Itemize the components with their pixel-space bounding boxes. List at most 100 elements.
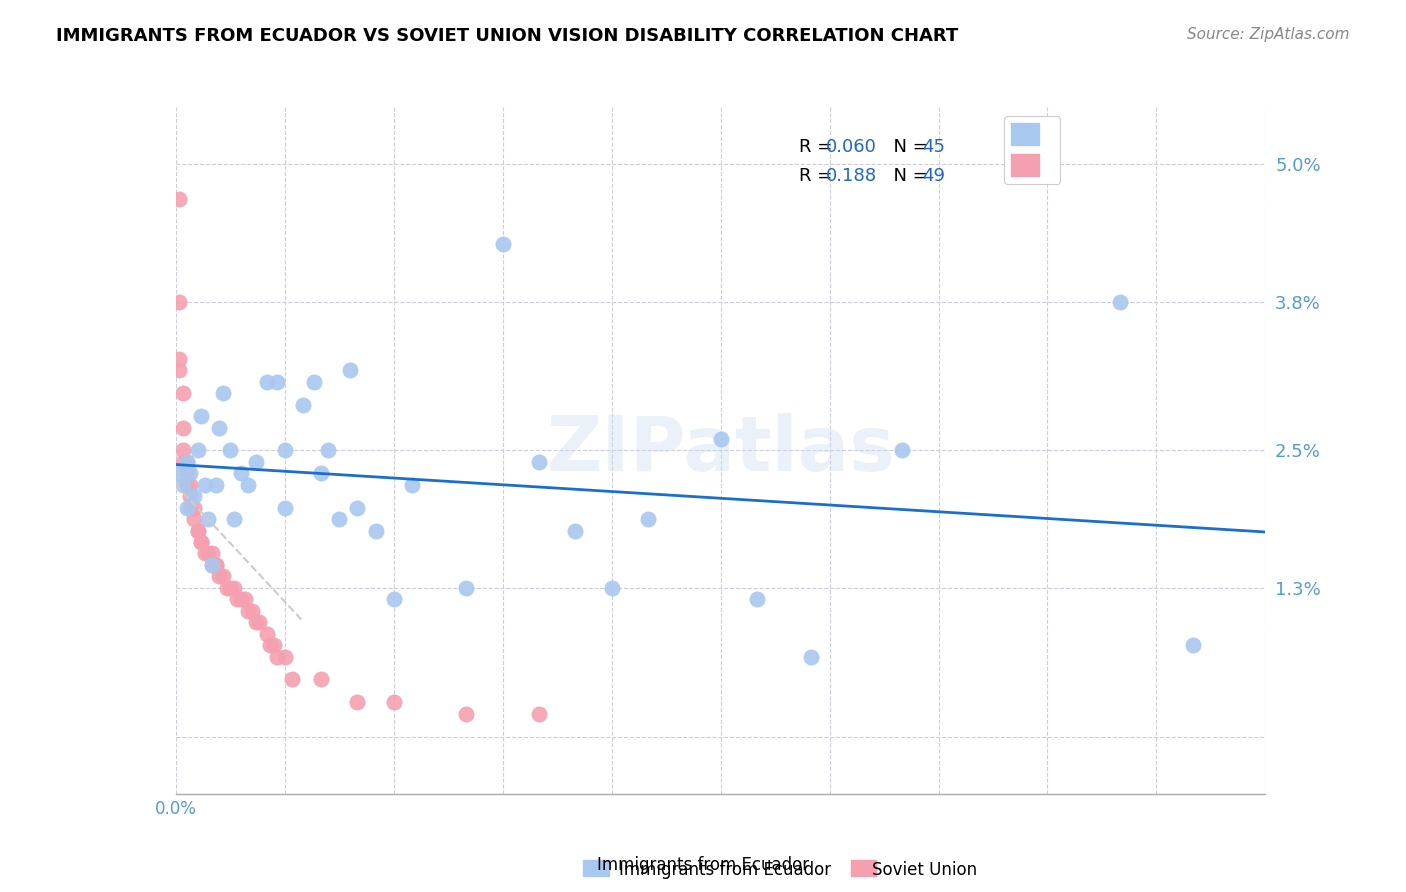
Point	[208, 420, 231, 434]
Point	[226, 592, 249, 607]
Point	[527, 706, 550, 721]
Text: 0.0%: 0.0%	[155, 800, 197, 818]
Point	[266, 375, 288, 389]
Point	[183, 489, 205, 503]
Point	[800, 649, 823, 664]
Text: Source: ZipAtlas.com: Source: ZipAtlas.com	[1187, 27, 1350, 42]
Point	[179, 500, 201, 515]
Text: 49: 49	[922, 167, 945, 185]
Point	[281, 673, 304, 687]
Point	[1109, 294, 1132, 309]
Point	[172, 478, 194, 492]
Text: Immigrants from Ecuador: Immigrants from Ecuador	[619, 861, 831, 879]
Point	[891, 443, 914, 458]
Point	[710, 432, 733, 446]
Point	[259, 638, 281, 652]
Point	[245, 455, 267, 469]
Point	[401, 478, 423, 492]
Point	[176, 467, 198, 481]
Point	[169, 363, 191, 377]
Text: ZIPatlas: ZIPatlas	[547, 414, 894, 487]
Point	[256, 626, 278, 640]
Point	[274, 649, 297, 664]
Point	[328, 512, 350, 526]
Point	[179, 467, 201, 481]
Point	[172, 443, 194, 458]
Point	[364, 524, 387, 538]
Point	[1181, 638, 1204, 652]
Point	[346, 695, 368, 709]
Text: N =: N =	[882, 138, 934, 156]
Point	[309, 467, 332, 481]
Point	[172, 455, 194, 469]
Point	[238, 604, 260, 618]
Point	[240, 604, 263, 618]
Point	[186, 524, 209, 538]
Legend: , : ,	[1004, 116, 1060, 184]
Point	[309, 673, 332, 687]
Text: 45: 45	[922, 138, 945, 156]
Point	[172, 386, 194, 401]
Text: Immigrants from Ecuador: Immigrants from Ecuador	[598, 856, 808, 874]
Point	[212, 569, 235, 583]
Point	[492, 237, 515, 252]
Point	[263, 638, 285, 652]
Bar	[583, 860, 609, 876]
Point	[197, 512, 219, 526]
Point	[238, 478, 260, 492]
Point	[183, 500, 205, 515]
Point	[245, 615, 267, 630]
Point	[382, 592, 405, 607]
Point	[456, 581, 478, 595]
Point	[169, 351, 191, 366]
Point	[222, 581, 245, 595]
Point	[197, 546, 219, 561]
Text: IMMIGRANTS FROM ECUADOR VS SOVIET UNION VISION DISABILITY CORRELATION CHART: IMMIGRANTS FROM ECUADOR VS SOVIET UNION …	[56, 27, 959, 45]
Point	[201, 558, 224, 572]
Text: R =: R =	[799, 138, 838, 156]
Point	[176, 500, 198, 515]
Point	[194, 546, 217, 561]
Point	[231, 592, 253, 607]
Text: R =: R =	[799, 167, 838, 185]
Point	[215, 581, 238, 595]
Point	[176, 455, 198, 469]
Point	[183, 512, 205, 526]
Point	[176, 478, 198, 492]
Point	[219, 443, 242, 458]
Point	[231, 467, 253, 481]
Point	[179, 478, 201, 492]
Point	[176, 455, 198, 469]
Point	[346, 500, 368, 515]
Point	[186, 443, 209, 458]
Point	[382, 695, 405, 709]
Point	[600, 581, 623, 595]
Point	[190, 535, 212, 549]
Point	[204, 478, 226, 492]
Point	[745, 592, 768, 607]
Point	[208, 569, 231, 583]
Point	[169, 467, 191, 481]
Point	[179, 489, 201, 503]
Point	[302, 375, 325, 389]
Text: 0.060: 0.060	[827, 138, 877, 156]
Bar	[851, 860, 876, 876]
Point	[247, 615, 270, 630]
Point	[456, 706, 478, 721]
Point	[256, 375, 278, 389]
Point	[266, 649, 288, 664]
Point	[274, 500, 297, 515]
Point	[169, 294, 191, 309]
Point	[204, 558, 226, 572]
Point	[190, 535, 212, 549]
Point	[291, 398, 314, 412]
Point	[339, 363, 361, 377]
Point	[318, 443, 340, 458]
Point	[169, 192, 191, 206]
Point	[564, 524, 586, 538]
Point	[212, 386, 235, 401]
Point	[186, 524, 209, 538]
Point	[190, 409, 212, 423]
Point	[219, 581, 242, 595]
Point	[233, 592, 256, 607]
